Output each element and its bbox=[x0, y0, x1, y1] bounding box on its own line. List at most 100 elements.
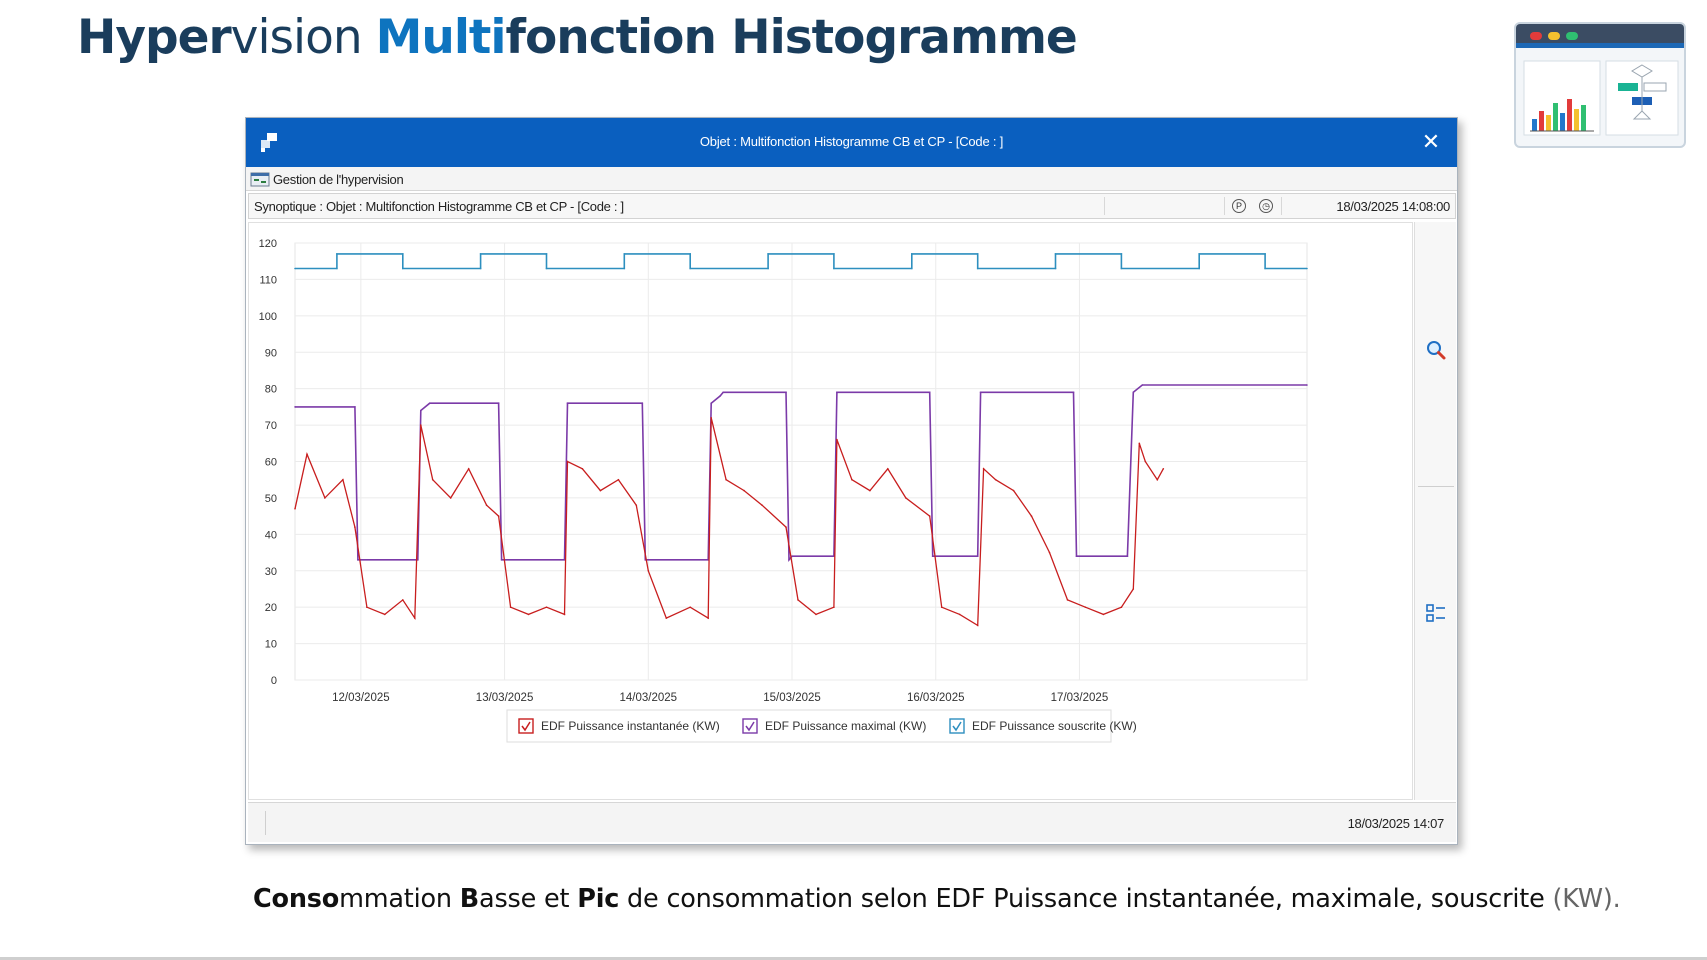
data-point bbox=[1132, 588, 1135, 590]
data-point bbox=[1264, 253, 1266, 255]
x-tick-label: 17/03/2025 bbox=[1051, 692, 1109, 704]
y-tick-label: 50 bbox=[265, 493, 277, 505]
magnifier-icon[interactable] bbox=[1424, 338, 1448, 362]
data-point bbox=[420, 409, 422, 412]
caption-part: (KW) bbox=[1552, 884, 1613, 914]
data-point bbox=[689, 606, 691, 608]
data-point bbox=[1030, 515, 1033, 517]
data-point bbox=[1075, 555, 1078, 557]
caption-part: asse et bbox=[479, 884, 578, 914]
data-point bbox=[767, 253, 769, 255]
data-point bbox=[1156, 478, 1159, 481]
y-tick-label: 70 bbox=[265, 420, 277, 432]
y-tick-label: 20 bbox=[265, 602, 277, 614]
data-point bbox=[342, 478, 344, 481]
menu-gestion-hypervision[interactable]: Gestion de l'hypervision bbox=[273, 172, 404, 187]
data-point bbox=[336, 253, 338, 255]
data-point bbox=[1102, 613, 1105, 616]
data-point bbox=[1048, 551, 1051, 554]
data-point bbox=[402, 253, 404, 255]
data-point bbox=[1144, 460, 1147, 463]
data-point bbox=[1066, 599, 1069, 601]
title-accent: Multi bbox=[375, 10, 507, 65]
close-icon[interactable]: ✕ bbox=[1421, 129, 1441, 154]
power-chart[interactable]: 0 10 20 30 40 50 60 70 80 90 100 110 120 12/03/2025 13… bbox=[249, 223, 1414, 801]
data-point bbox=[911, 253, 913, 255]
legend-checkbox bbox=[742, 718, 758, 734]
data-point bbox=[833, 267, 835, 270]
synoptique-bar: Synoptique : Objet : Multifonction Histo… bbox=[248, 193, 1456, 219]
clock-icon[interactable]: ◷ bbox=[1259, 199, 1273, 213]
slide-caption: Consommation Basse et Pic de consommatio… bbox=[253, 884, 1621, 914]
caption-part: Conso bbox=[253, 884, 340, 914]
window-titlebar[interactable]: Objet : Multifonction Histogramme CB et … bbox=[246, 118, 1457, 167]
data-point bbox=[1141, 384, 1144, 386]
data-point bbox=[306, 453, 308, 455]
y-tick-label: 80 bbox=[265, 384, 277, 396]
data-point bbox=[767, 267, 769, 270]
data-point bbox=[851, 478, 853, 481]
title-part: fonction Histogramme bbox=[505, 10, 1078, 65]
data-point bbox=[527, 613, 530, 616]
legend-check-icon bbox=[745, 721, 755, 732]
y-tick-label: 60 bbox=[265, 457, 277, 469]
legend-label: EDF Puissance souscrite (KW) bbox=[972, 719, 1137, 733]
data-point bbox=[431, 478, 434, 481]
data-point bbox=[1132, 391, 1135, 394]
title-part: Hyper bbox=[77, 10, 232, 65]
data-point bbox=[414, 617, 416, 619]
data-point bbox=[1126, 555, 1129, 557]
data-point bbox=[940, 606, 943, 608]
p-circle-icon[interactable]: P bbox=[1232, 199, 1246, 213]
data-point bbox=[1264, 267, 1266, 270]
data-point bbox=[1138, 442, 1141, 445]
side-divider bbox=[1418, 486, 1454, 487]
y-tick-label: 100 bbox=[259, 311, 277, 323]
y-tick-label: 120 bbox=[259, 238, 277, 250]
data-point bbox=[354, 526, 356, 528]
hypervision-menu-icon[interactable] bbox=[250, 172, 270, 188]
data-point bbox=[833, 253, 835, 255]
bottom-rule bbox=[0, 957, 1707, 960]
data-point bbox=[725, 478, 727, 481]
status-bar: 18/03/2025 14:07 bbox=[248, 802, 1456, 842]
data-point bbox=[1120, 267, 1123, 270]
data-point bbox=[599, 489, 602, 492]
data-point bbox=[785, 391, 787, 394]
data-point bbox=[833, 606, 835, 608]
x-tick-label: 16/03/2025 bbox=[907, 692, 965, 704]
data-point bbox=[761, 504, 763, 507]
hypervision-window: Objet : Multifonction Histogramme CB et … bbox=[245, 117, 1458, 845]
data-point bbox=[500, 559, 503, 561]
data-point bbox=[485, 504, 488, 507]
data-point bbox=[417, 559, 419, 561]
data-point bbox=[545, 253, 548, 255]
chart-side-panel bbox=[1414, 222, 1456, 800]
chart-area[interactable]: 0 10 20 30 40 50 60 70 80 90 100 110 120 12/03/2025 13… bbox=[248, 222, 1413, 800]
data-point bbox=[887, 468, 889, 470]
data-point bbox=[928, 515, 931, 517]
legend-list-icon[interactable] bbox=[1424, 602, 1448, 626]
data-point bbox=[710, 417, 712, 419]
data-point bbox=[545, 267, 548, 270]
data-point bbox=[467, 468, 470, 470]
data-point bbox=[294, 406, 296, 408]
data-point bbox=[994, 478, 997, 481]
y-tick-label: 40 bbox=[265, 529, 277, 541]
legend-label: EDF Puissance maximal (KW) bbox=[765, 719, 926, 733]
data-point bbox=[545, 606, 548, 608]
data-point bbox=[509, 606, 512, 608]
data-point bbox=[979, 391, 982, 394]
data-point bbox=[420, 424, 422, 426]
data-point bbox=[617, 478, 620, 481]
y-tick-label: 110 bbox=[259, 274, 277, 286]
slide-title: Hypervision Multifonction Histogramme bbox=[77, 10, 1078, 65]
data-point bbox=[928, 391, 931, 394]
x-tick-label: 12/03/2025 bbox=[332, 692, 390, 704]
legend-label: EDF Puissance instantanée (KW) bbox=[541, 719, 720, 733]
data-point bbox=[1120, 606, 1123, 608]
legend-check-icon bbox=[952, 721, 962, 732]
data-point bbox=[976, 267, 979, 270]
legend-box bbox=[506, 709, 1112, 743]
data-point bbox=[785, 526, 787, 528]
